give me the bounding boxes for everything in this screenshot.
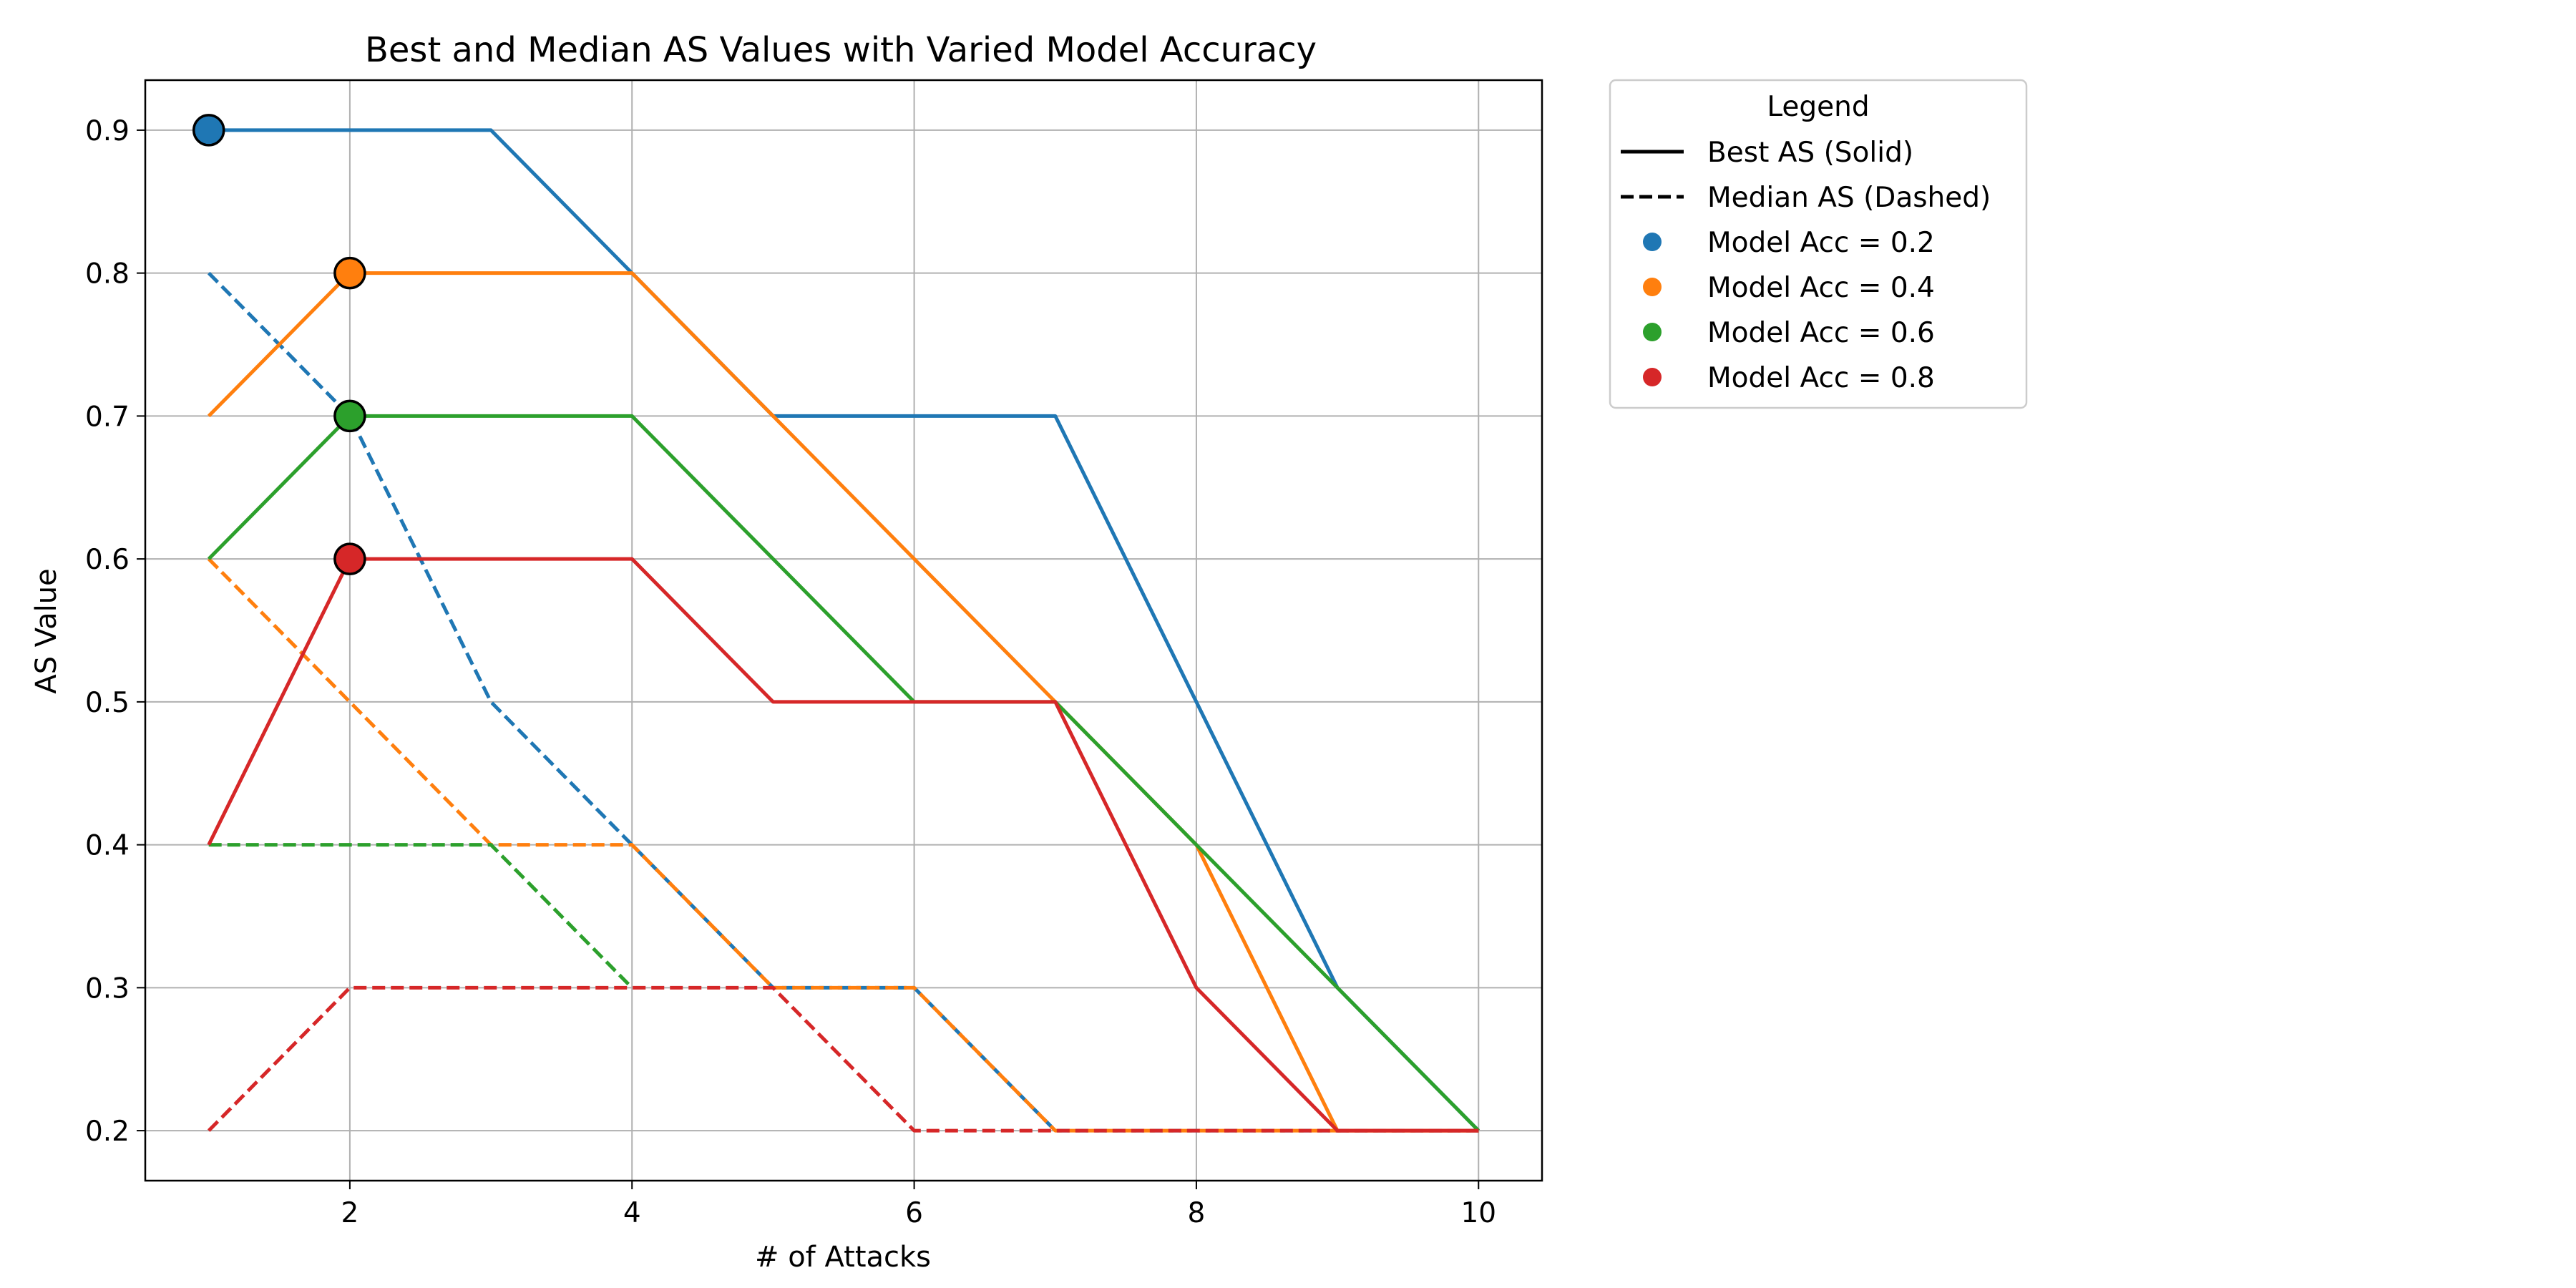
- best-line-series-1: [208, 128, 1480, 1132]
- chart-title: Best and Median AS Values with Varied Mo…: [365, 30, 1317, 70]
- legend-entry-label: Model Acc = 0.2: [1707, 227, 1935, 259]
- plot-area-frame: [144, 79, 1543, 1182]
- legend-dot-swatch: [1643, 233, 1662, 251]
- peak-marker-series-4: [333, 542, 366, 575]
- peak-marker-series-3: [333, 399, 366, 433]
- legend-entry-label: Median AS (Dashed): [1707, 182, 1991, 214]
- x-tick-label: 2: [341, 1197, 358, 1229]
- peak-markers: [192, 114, 366, 575]
- series-lines: [207, 128, 1480, 1133]
- median-line-series-4: [207, 985, 1479, 1133]
- legend-entry-label: Best AS (Solid): [1707, 137, 1913, 169]
- median-line-series-2: [207, 557, 1479, 1133]
- y-tick-label: 0.5: [85, 687, 130, 719]
- y-axis-label: AS Value: [30, 568, 63, 693]
- x-axis-label: # of Attacks: [755, 1241, 931, 1274]
- x-tick-label: 4: [623, 1197, 641, 1229]
- legend-dot-swatch: [1643, 323, 1662, 341]
- best-line-series-3: [207, 414, 1480, 1132]
- y-axis-ticks: 0.2 0.3 0.4 0.5 0.6 0.7 0.8 0.9: [85, 115, 145, 1148]
- legend-dot-swatch: [1643, 368, 1662, 386]
- y-tick-label: 0.8: [85, 258, 130, 291]
- legend-title: Legend: [1767, 91, 1869, 123]
- legend-entries: Best AS (Solid) Median AS (Dashed) Model A…: [1621, 137, 1991, 394]
- best-line-series-4: [207, 557, 1479, 1133]
- legend-entry-label: Model Acc = 0.6: [1707, 317, 1935, 349]
- legend-dot-swatch: [1643, 278, 1662, 296]
- y-tick-label: 0.7: [85, 401, 130, 433]
- x-tick-label: 6: [905, 1197, 923, 1229]
- x-tick-label: 8: [1188, 1197, 1206, 1229]
- y-tick-label: 0.9: [85, 115, 130, 147]
- legend-box: [1609, 79, 2028, 409]
- y-tick-label: 0.6: [85, 544, 130, 576]
- y-tick-label: 0.3: [85, 972, 130, 1005]
- median-line-series-3: [208, 843, 633, 990]
- peak-marker-series-1: [192, 114, 225, 147]
- legend: Legend Best AS (Solid) Median AS (Dashed)…: [1609, 79, 2028, 409]
- best-line-series-2: [207, 271, 1479, 1133]
- x-axis-ticks: 2 4 6 8 10: [341, 1181, 1496, 1229]
- x-tick-label: 10: [1460, 1197, 1496, 1229]
- y-tick-label: 0.2: [85, 1116, 130, 1148]
- y-tick-label: 0.4: [85, 830, 130, 862]
- legend-entry-label: Model Acc = 0.8: [1707, 362, 1935, 394]
- peak-marker-series-2: [333, 256, 366, 290]
- legend-entry-label: Model Acc = 0.4: [1707, 272, 1935, 304]
